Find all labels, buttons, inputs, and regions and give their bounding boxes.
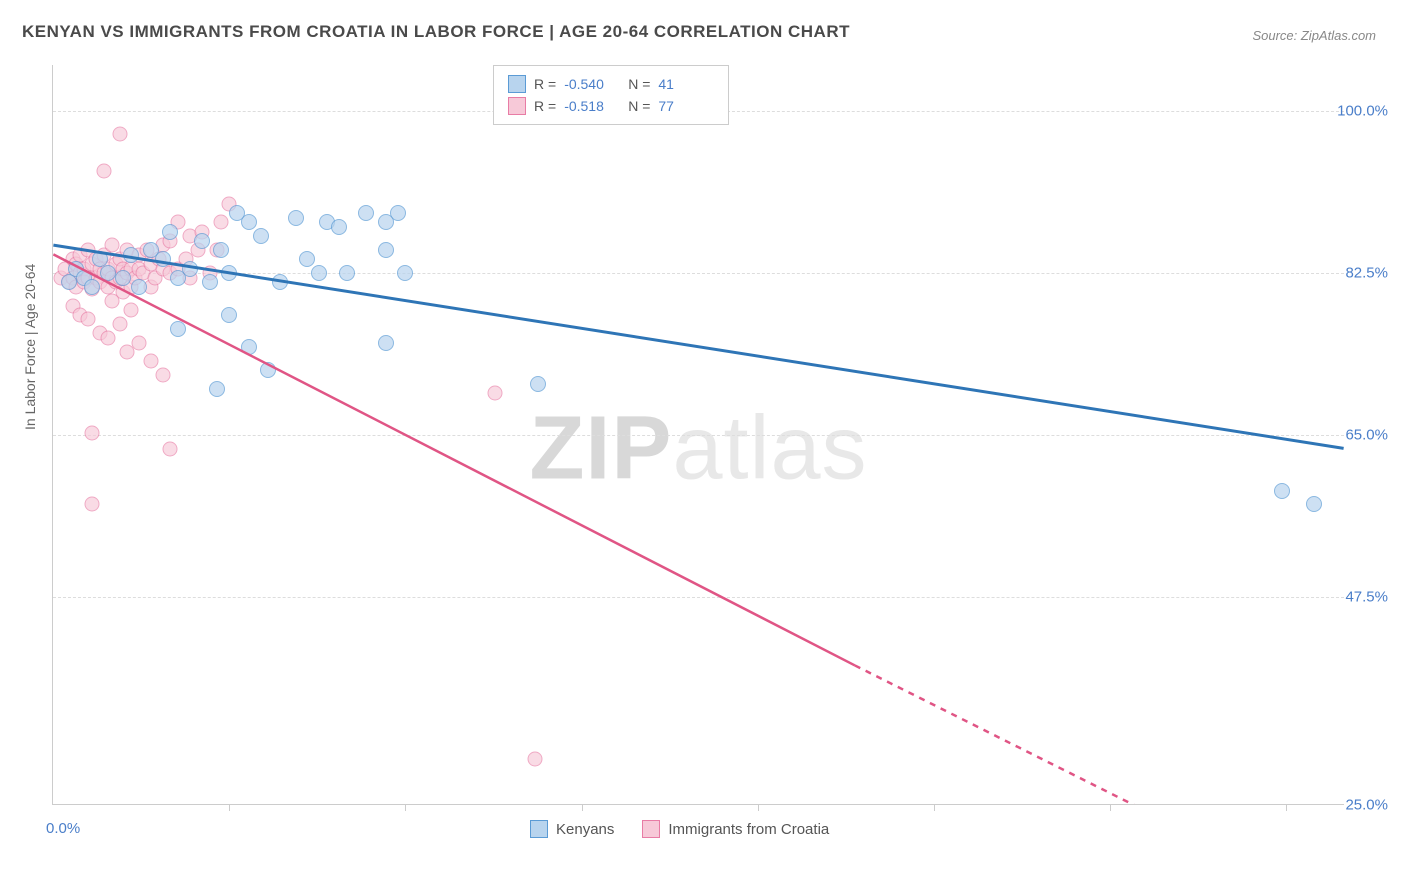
kenyans-point [358,205,374,221]
kenyans-point [1306,496,1322,512]
kenyans-point [162,224,178,240]
y-axis-label: In Labor Force | Age 20-64 [22,264,38,430]
r-value-croatia: -0.518 [564,98,620,114]
kenyans-point [182,261,198,277]
croatia-point [155,367,170,382]
y-tick-label: 65.0% [1345,427,1388,444]
legend-label-kenyans: Kenyans [556,821,614,838]
croatia-point [112,127,127,142]
croatia-point [163,441,178,456]
source-attribution: Source: ZipAtlas.com [1252,28,1376,43]
swatch-kenyans [508,75,526,93]
x-tick [229,804,230,811]
chart-title: KENYAN VS IMMIGRANTS FROM CROATIA IN LAB… [22,22,850,42]
x-tick [934,804,935,811]
kenyans-point [299,251,315,267]
x-tick [405,804,406,811]
croatia-point [488,386,503,401]
r-value-kenyans: -0.540 [564,76,620,92]
kenyans-point [115,270,131,286]
croatia-point [104,293,119,308]
kenyans-point [530,376,546,392]
croatia-point [104,238,119,253]
kenyans-point [378,335,394,351]
x-tick [758,804,759,811]
kenyans-point [84,279,100,295]
croatia-point [132,335,147,350]
kenyans-point [1274,483,1290,499]
swatch-croatia [508,97,526,115]
x-tick [1286,804,1287,811]
kenyans-point [253,228,269,244]
croatia-point [85,426,100,441]
gridline [53,597,1344,598]
kenyans-point [221,265,237,281]
kenyans-point [221,307,237,323]
croatia-point [124,303,139,318]
kenyans-point [260,362,276,378]
kenyans-point [378,242,394,258]
kenyans-point [339,265,355,281]
series-legend: Kenyans Immigrants from Croatia [530,820,829,838]
y-tick-label: 82.5% [1345,265,1388,282]
kenyans-point [213,242,229,258]
legend-row-kenyans: R = -0.540 N = 41 [508,73,714,95]
kenyans-point [397,265,413,281]
kenyans-point [100,265,116,281]
kenyans-point [241,339,257,355]
croatia-point [214,215,229,230]
x-origin-tick: 0.0% [46,820,80,837]
swatch-croatia [642,820,660,838]
y-tick-label: 25.0% [1345,797,1388,814]
kenyans-point [209,381,225,397]
n-label: N = [628,76,650,92]
n-value-croatia: 77 [658,98,714,114]
legend-item-croatia: Immigrants from Croatia [642,820,829,838]
croatia-point [96,164,111,179]
croatia-point [143,354,158,369]
kenyans-point [170,321,186,337]
legend-row-croatia: R = -0.518 N = 77 [508,95,714,117]
swatch-kenyans [530,820,548,838]
legend-label-croatia: Immigrants from Croatia [668,821,829,838]
gridline [53,435,1344,436]
r-label: R = [534,76,556,92]
chart-plot-area: ZIPatlas R = -0.540 N = 41 R = -0.518 N … [52,65,1344,805]
kenyans-point [155,251,171,267]
kenyans-point [123,247,139,263]
croatia-point [527,751,542,766]
r-label: R = [534,98,556,114]
kenyans-point [194,233,210,249]
correlation-legend: R = -0.540 N = 41 R = -0.518 N = 77 [493,65,729,125]
kenyans-point [311,265,327,281]
y-tick-label: 100.0% [1337,103,1388,120]
kenyans-point [131,279,147,295]
n-label: N = [628,98,650,114]
kenyans-point [61,274,77,290]
kenyans-point [288,210,304,226]
kenyans-point [272,274,288,290]
x-tick [582,804,583,811]
kenyans-point [241,214,257,230]
kenyans-point [378,214,394,230]
croatia-point [112,317,127,332]
y-tick-label: 47.5% [1345,588,1388,605]
legend-item-kenyans: Kenyans [530,820,614,838]
croatia-point [85,497,100,512]
kenyans-point [202,274,218,290]
gridline [53,273,1344,274]
croatia-point [81,312,96,327]
n-value-kenyans: 41 [658,76,714,92]
watermark-text: ZIPatlas [529,398,867,501]
x-tick [1110,804,1111,811]
kenyans-point [331,219,347,235]
croatia-point [100,330,115,345]
